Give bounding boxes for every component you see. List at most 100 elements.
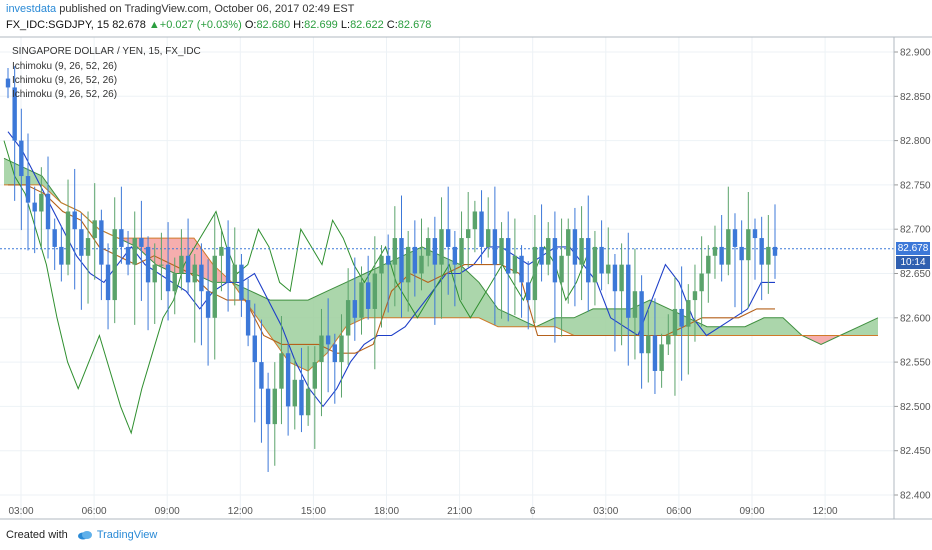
candle[interactable]	[225, 220, 231, 312]
candle[interactable]	[112, 197, 117, 324]
candle[interactable]	[379, 245, 384, 328]
candle[interactable]	[165, 222, 171, 321]
candle[interactable]	[325, 298, 331, 393]
candle[interactable]	[425, 227, 431, 267]
candle[interactable]	[339, 314, 344, 398]
candle[interactable]	[5, 67, 11, 99]
candle[interactable]	[232, 227, 237, 306]
candle[interactable]	[372, 236, 378, 370]
candle[interactable]	[39, 167, 44, 247]
candle[interactable]	[706, 245, 711, 303]
candle[interactable]	[85, 211, 91, 304]
candle[interactable]	[272, 362, 277, 466]
candle[interactable]	[305, 346, 311, 426]
candle[interactable]	[672, 277, 678, 396]
publisher-link[interactable]: investdata	[6, 3, 57, 15]
candle[interactable]	[105, 243, 111, 330]
candle[interactable]	[205, 259, 211, 366]
candle[interactable]	[99, 209, 104, 301]
candle[interactable]	[392, 206, 398, 307]
candle[interactable]	[766, 215, 771, 294]
candle[interactable]	[65, 179, 71, 276]
candle[interactable]	[12, 66, 17, 201]
legend-indicator-3[interactable]: Ichimoku (9, 26, 52, 26)	[12, 89, 118, 100]
candle[interactable]	[506, 211, 511, 322]
candle[interactable]	[92, 183, 97, 280]
candle[interactable]	[119, 186, 124, 264]
candle[interactable]	[739, 220, 744, 315]
candle[interactable]	[526, 261, 531, 330]
candle[interactable]	[732, 213, 738, 308]
candle[interactable]	[712, 225, 718, 279]
candle[interactable]	[546, 222, 551, 276]
candle[interactable]	[419, 218, 424, 291]
candle[interactable]	[265, 372, 271, 472]
candle[interactable]	[185, 218, 191, 293]
candle[interactable]	[659, 333, 664, 388]
candle[interactable]	[612, 254, 618, 352]
candle[interactable]	[199, 243, 204, 346]
candle[interactable]	[772, 204, 778, 279]
candle[interactable]	[532, 215, 538, 324]
candle[interactable]	[432, 216, 438, 325]
candle[interactable]	[726, 186, 731, 276]
candle[interactable]	[259, 319, 264, 443]
candle[interactable]	[666, 314, 671, 356]
candle[interactable]	[192, 254, 197, 343]
candle[interactable]	[245, 278, 251, 347]
candle[interactable]	[619, 243, 624, 346]
candle[interactable]	[352, 257, 358, 341]
candle[interactable]	[252, 303, 257, 423]
candle[interactable]	[632, 248, 638, 360]
candle[interactable]	[172, 257, 177, 315]
candle[interactable]	[145, 236, 151, 331]
candle[interactable]	[125, 230, 131, 276]
candle[interactable]	[285, 342, 291, 436]
candle[interactable]	[292, 358, 297, 430]
candle[interactable]	[32, 186, 37, 254]
candle[interactable]	[412, 220, 418, 297]
legend-indicator-2[interactable]: Ichimoku (9, 26, 52, 26)	[12, 75, 118, 86]
candle[interactable]	[752, 218, 758, 280]
candle[interactable]	[365, 255, 371, 320]
candle[interactable]	[132, 211, 137, 325]
candle[interactable]	[52, 218, 57, 270]
candle[interactable]	[719, 215, 724, 282]
candle[interactable]	[492, 186, 498, 325]
candle[interactable]	[512, 218, 518, 316]
candle[interactable]	[626, 232, 631, 366]
candle[interactable]	[466, 191, 471, 268]
candle[interactable]	[566, 218, 571, 304]
candle[interactable]	[552, 211, 558, 343]
candle[interactable]	[299, 347, 304, 433]
candle[interactable]	[679, 266, 684, 381]
candle[interactable]	[445, 186, 451, 295]
candle[interactable]	[692, 264, 698, 342]
candle[interactable]	[345, 268, 351, 365]
candle[interactable]	[572, 207, 578, 307]
candle[interactable]	[45, 156, 51, 259]
candle[interactable]	[159, 232, 164, 301]
candle[interactable]	[559, 218, 564, 337]
candle[interactable]	[699, 236, 704, 327]
candle[interactable]	[486, 197, 491, 258]
candle[interactable]	[359, 266, 364, 335]
candle[interactable]	[479, 190, 484, 264]
candle[interactable]	[746, 191, 751, 309]
candle[interactable]	[759, 216, 764, 301]
candle[interactable]	[639, 275, 644, 389]
candle[interactable]	[405, 230, 411, 312]
candle[interactable]	[312, 346, 317, 449]
candle[interactable]	[279, 316, 284, 425]
candle[interactable]	[539, 204, 544, 282]
candle[interactable]	[59, 225, 64, 282]
candle[interactable]	[472, 200, 478, 253]
candle[interactable]	[239, 254, 244, 317]
legend-indicator-1[interactable]: Ichimoku (9, 26, 52, 26)	[12, 61, 118, 72]
candle[interactable]	[606, 227, 611, 285]
candle[interactable]	[152, 243, 157, 325]
candle[interactable]	[72, 168, 77, 290]
candle[interactable]	[579, 206, 584, 301]
candle[interactable]	[19, 108, 24, 231]
